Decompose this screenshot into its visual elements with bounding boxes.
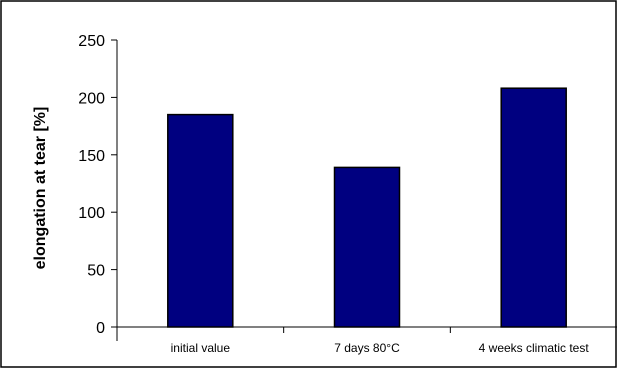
bar xyxy=(500,87,567,328)
x-tick-label: 7 days 80°C xyxy=(334,341,400,355)
x-tick-label: initial value xyxy=(171,341,231,355)
x-tick-label: 4 weeks climatic test xyxy=(479,341,590,355)
y-tick-label: 100 xyxy=(78,205,105,222)
bar xyxy=(167,113,234,328)
axes-layer: 0 50 100 150 200 250 initial value 7 days 80°C 4… xyxy=(78,33,617,355)
y-tick-label: 250 xyxy=(78,33,105,50)
y-tick-label: 50 xyxy=(87,263,105,280)
y-tick-label: 0 xyxy=(96,320,105,337)
bars-layer xyxy=(167,87,567,328)
y-axis-label: elongation at tear [%] xyxy=(32,107,49,270)
y-tick-label: 200 xyxy=(78,90,105,107)
y-tick-label: 150 xyxy=(78,148,105,165)
bar xyxy=(333,166,401,328)
